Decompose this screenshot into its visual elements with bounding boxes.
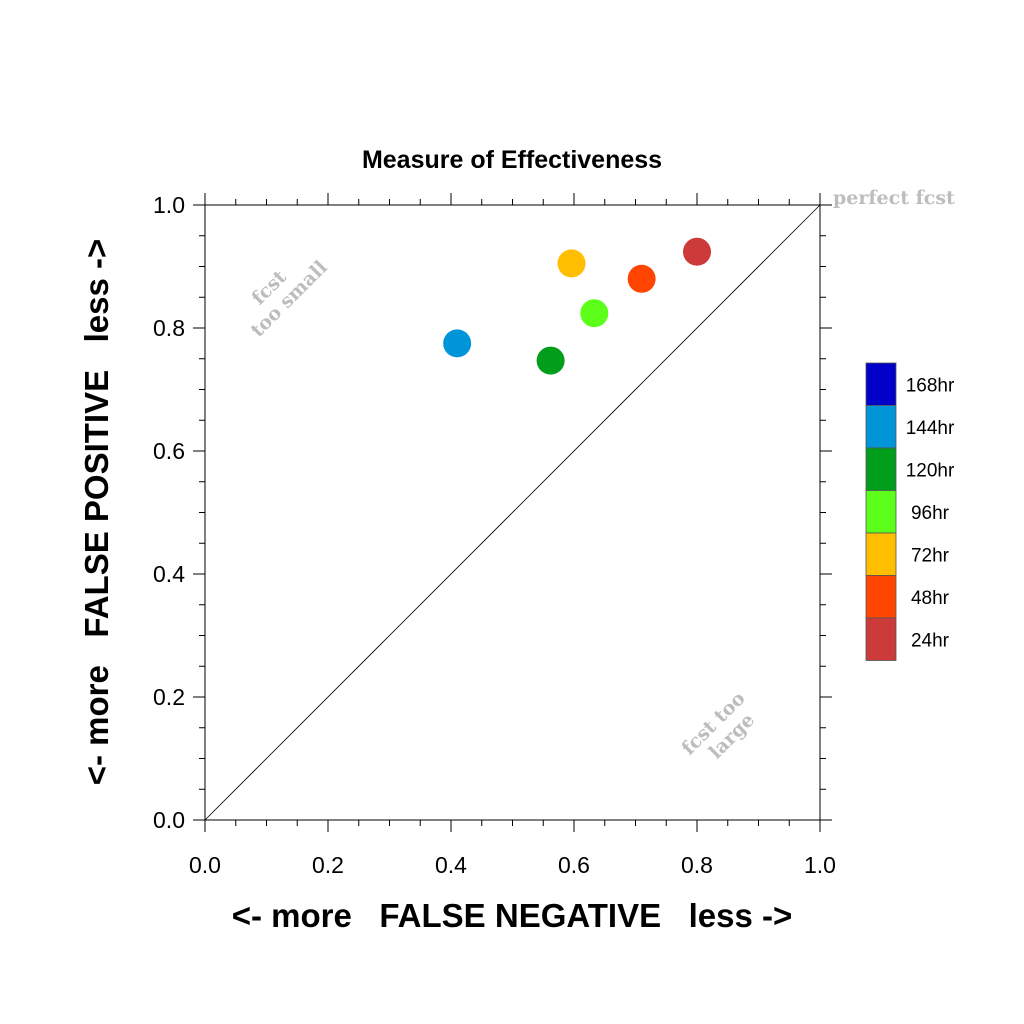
data-point-120hr: [536, 346, 565, 375]
legend-label-96hr: 96hr: [911, 503, 950, 524]
data-point-144hr: [443, 329, 472, 358]
data-point-96hr: [580, 299, 609, 328]
x-axis-label: <- more FALSE NEGATIVE less ->: [232, 897, 793, 934]
legend-label-144hr: 144hr: [906, 418, 955, 439]
data-point-48hr: [627, 264, 656, 293]
x-tick-label: 0.4: [435, 852, 467, 878]
legend-label-48hr: 48hr: [911, 588, 950, 609]
y-tick-label: 0.4: [153, 561, 185, 587]
annotation-too-small: fcst too small: [247, 257, 332, 342]
legend-swatch-24hr: [865, 617, 897, 661]
x-tick-label: 0.0: [189, 852, 221, 878]
legend-label-168hr: 168hr: [906, 375, 955, 396]
data-point-72hr: [557, 249, 586, 278]
legend-label-24hr: 24hr: [911, 630, 950, 651]
x-tick-label: 0.2: [312, 852, 344, 878]
legend-swatch-72hr: [865, 532, 897, 576]
legend-swatch-168hr: [865, 362, 897, 406]
legend-swatch-120hr: [865, 447, 897, 491]
legend-swatch-48hr: [865, 575, 897, 619]
plot-area: 0.0 0.2 0.4 0.6 0.8 1.0 0.0 0.2 0.4 0.6 0.8 1.0: [153, 192, 836, 878]
x-tick-label: 1.0: [804, 852, 836, 878]
y-tick-label: 0.2: [153, 684, 185, 710]
y-tick-label: 0.0: [153, 807, 185, 833]
y-tick-label: 0.8: [153, 315, 185, 341]
annotation-perfect-fcst: perfect fcst: [833, 187, 955, 209]
annotation-too-large: fcst too large: [677, 687, 759, 763]
legend-label-72hr: 72hr: [911, 545, 950, 566]
legend-swatch-144hr: [865, 405, 897, 449]
chart-title: Measure of Effectiveness: [362, 146, 662, 174]
x-tick-label: 0.8: [681, 852, 713, 878]
x-tick-label: 0.6: [558, 852, 590, 878]
legend-swatch-96hr: [865, 490, 897, 534]
legend-label-120hr: 120hr: [906, 460, 955, 481]
y-tick-label: 1.0: [153, 192, 185, 218]
y-tick-label: 0.6: [153, 438, 185, 464]
diagonal-line: [204, 204, 821, 821]
legend: 168hr 144hr 120hr 96hr 72hr 48hr 24hr: [865, 362, 955, 661]
data-point-24hr: [683, 237, 711, 266]
y-axis-label: <- more FALSE POSITIVE less ->: [78, 239, 115, 786]
